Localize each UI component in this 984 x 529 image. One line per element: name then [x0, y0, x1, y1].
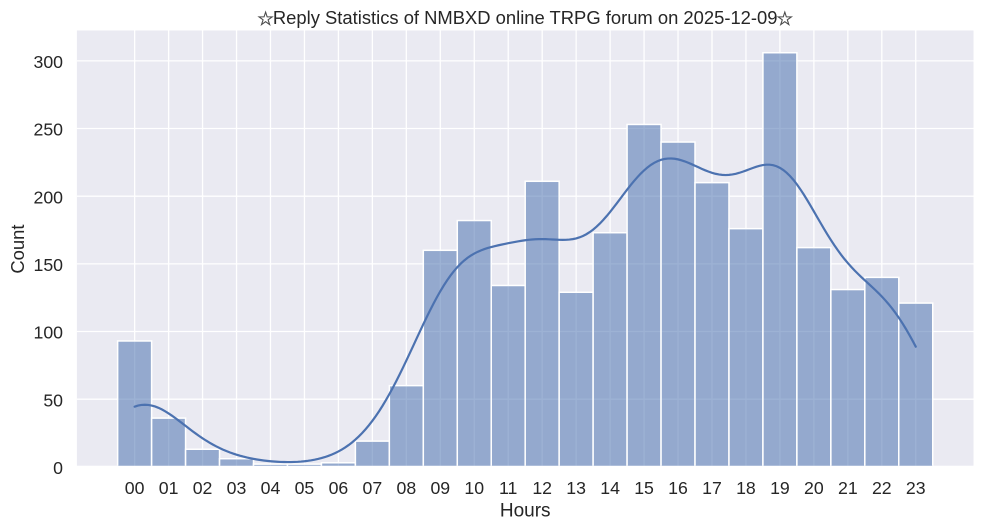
svg-text:13: 13: [566, 478, 586, 498]
svg-text:07: 07: [363, 478, 383, 498]
svg-text:22: 22: [872, 478, 892, 498]
svg-text:04: 04: [261, 478, 281, 498]
svg-text:09: 09: [430, 478, 450, 498]
svg-text:20: 20: [804, 478, 824, 498]
svg-text:Count: Count: [7, 225, 28, 274]
svg-text:01: 01: [159, 478, 179, 498]
svg-text:11: 11: [499, 478, 517, 498]
svg-text:19: 19: [770, 478, 790, 498]
svg-text:Hours: Hours: [500, 501, 551, 522]
svg-text:50: 50: [43, 390, 63, 410]
svg-text:23: 23: [906, 478, 926, 498]
svg-text:250: 250: [33, 120, 63, 140]
svg-text:03: 03: [227, 478, 247, 498]
svg-text:300: 300: [33, 52, 63, 72]
svg-text:15: 15: [634, 478, 654, 498]
svg-text:00: 00: [125, 478, 145, 498]
svg-text:Reply Statistics of NMBXD onli: Reply Statistics of NMBXD online TRPG fo…: [273, 7, 778, 28]
svg-text:200: 200: [33, 187, 63, 207]
svg-text:17: 17: [702, 478, 722, 498]
svg-text:16: 16: [668, 478, 688, 498]
svg-text:10: 10: [464, 478, 484, 498]
svg-text:02: 02: [193, 478, 213, 498]
svg-text:12: 12: [532, 478, 552, 498]
svg-text:06: 06: [329, 478, 349, 498]
svg-text:05: 05: [295, 478, 315, 498]
svg-text:21: 21: [838, 478, 858, 498]
svg-text:0: 0: [53, 458, 63, 478]
svg-text:08: 08: [396, 478, 416, 498]
svg-text:150: 150: [33, 255, 63, 275]
svg-text:100: 100: [33, 323, 63, 343]
svg-text:18: 18: [736, 478, 756, 498]
svg-text:14: 14: [600, 478, 620, 498]
